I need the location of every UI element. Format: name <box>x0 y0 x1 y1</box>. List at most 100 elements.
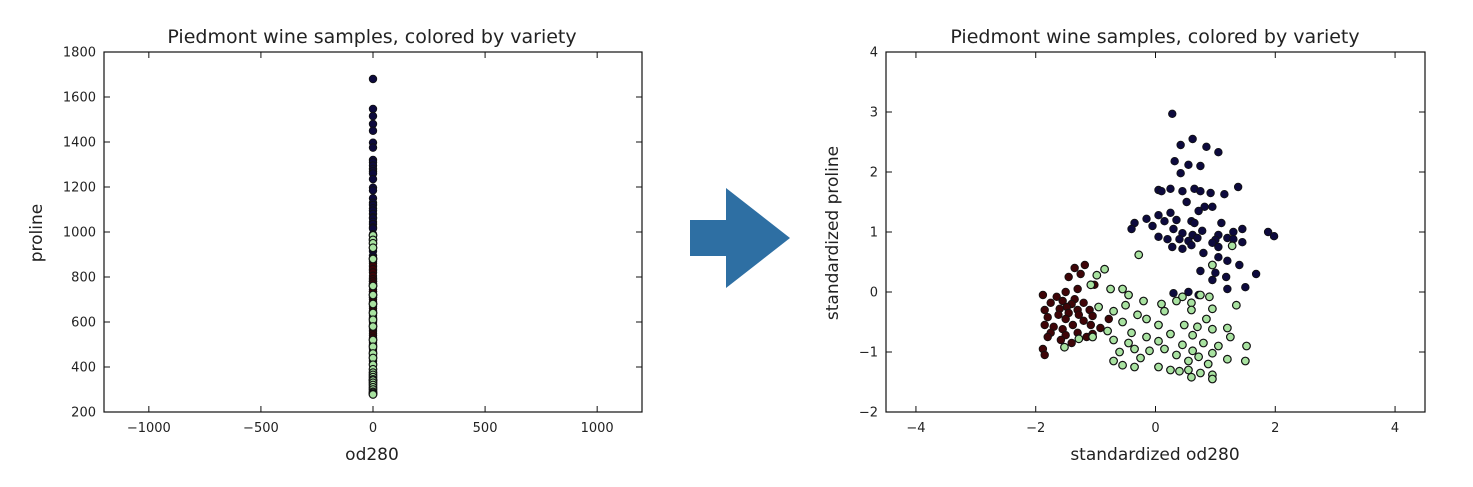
scatter-point-class-2 <box>1207 348 1217 358</box>
scatter-point-class-2 <box>1109 356 1118 366</box>
y-axis-label: standardized proline <box>823 146 843 320</box>
scatter-point-class-1 <box>1043 332 1052 342</box>
y-tick-label: 800 <box>71 271 96 286</box>
scatter-point-class-1 <box>1064 272 1073 282</box>
chart-title: Piedmont wine samples, colored by variet… <box>950 26 1359 48</box>
scatter-point-class-1 <box>1074 310 1084 319</box>
scatter-point-class-0 <box>1188 134 1197 144</box>
scatter-point-class-2 <box>1160 306 1169 316</box>
scatter-point-class-2 <box>1088 332 1098 342</box>
scatter-point-class-2 <box>368 254 378 264</box>
scatter-point-class-2 <box>1109 306 1118 316</box>
y-tick-label: 400 <box>71 361 96 376</box>
arrow-right-icon <box>690 188 790 288</box>
scatter-point-class-1 <box>1056 335 1066 345</box>
scatter-point-class-0 <box>1217 218 1226 228</box>
scatter-point-class-0 <box>1172 215 1181 225</box>
scatter-point-class-0 <box>1157 186 1166 196</box>
scatter-point-class-0 <box>368 104 378 114</box>
scatter-point-class-2 <box>1166 329 1175 339</box>
scatter-point-class-0 <box>1238 224 1247 234</box>
plot-area <box>885 51 1426 413</box>
scatter-point-class-2 <box>1240 356 1250 366</box>
scatter-point-class-2 <box>1187 298 1196 308</box>
scatter-point-class-2 <box>1139 296 1148 306</box>
scatter-point-class-0 <box>1170 156 1179 166</box>
scatter-point-class-0 <box>1198 226 1207 235</box>
scatter-point-class-0 <box>1193 233 1202 243</box>
scatter-point-class-2 <box>368 390 378 399</box>
x-ticks: −4 −2 0 2 4 <box>906 52 1399 436</box>
scatter-point-class-2 <box>1060 342 1069 352</box>
x-tick-label: 2 <box>1271 421 1279 436</box>
scatter-point-class-2 <box>1196 290 1205 300</box>
scatter-point-class-0 <box>1184 160 1193 169</box>
scatter-points <box>1038 109 1279 384</box>
scatter-point-class-2 <box>1187 372 1196 382</box>
scatter-point-class-2 <box>1207 324 1217 334</box>
y-tick-label: 1200 <box>63 181 96 196</box>
plot-area <box>103 51 643 413</box>
scatter-point-class-0 <box>1169 224 1178 234</box>
scatter-point-class-2 <box>1184 365 1193 375</box>
y-tick-label: 600 <box>71 316 96 331</box>
scatter-point-class-2 <box>1193 322 1202 332</box>
x-tick-label: 0 <box>369 421 377 436</box>
chart-raw: Piedmont wine samples, colored by variet… <box>27 26 643 465</box>
scatter-point-class-2 <box>1121 300 1130 310</box>
scatter-point-class-0 <box>1235 260 1244 270</box>
scatter-point-class-0 <box>1269 231 1279 241</box>
scatter-points <box>368 74 378 399</box>
scatter-point-class-0 <box>1223 284 1232 294</box>
scatter-point-class-1 <box>1058 296 1067 306</box>
scatter-point-class-2 <box>1136 353 1145 363</box>
scatter-point-class-2 <box>1145 346 1154 356</box>
x-tick-label: 0 <box>1151 421 1159 436</box>
scatter-point-class-2 <box>1124 290 1133 300</box>
scatter-point-class-2 <box>1231 300 1241 310</box>
scatter-point-class-2 <box>1172 296 1181 306</box>
transform-arrow <box>690 188 790 288</box>
scatter-point-class-2 <box>1154 362 1163 372</box>
y-tick-label: 4 <box>870 46 878 61</box>
scatter-point-class-2 <box>368 322 378 331</box>
scatter-point-class-1 <box>1067 338 1076 348</box>
scatter-point-class-2 <box>1074 334 1084 344</box>
x-ticks: −1000 −500 0 500 1000 <box>127 52 614 436</box>
scatter-point-class-2 <box>1130 362 1139 372</box>
scatter-point-class-0 <box>1190 218 1199 228</box>
scatter-point-class-2 <box>1207 374 1217 384</box>
scatter-point-class-0 <box>1214 242 1223 252</box>
scatter-point-class-0 <box>368 74 378 84</box>
y-ticks: 200 400 600 800 1000 1200 1400 1600 1800 <box>63 46 642 421</box>
scatter-point-class-2 <box>1086 280 1096 290</box>
y-tick-label: 200 <box>71 406 96 421</box>
y-tick-label: 1800 <box>63 46 96 61</box>
scatter-point-class-2 <box>1225 332 1235 342</box>
scatter-point-class-2 <box>1188 330 1198 340</box>
x-tick-label: 1000 <box>581 421 614 436</box>
y-tick-label: 0 <box>870 286 878 301</box>
scatter-point-class-0 <box>1163 234 1172 244</box>
scatter-point-class-1 <box>1086 320 1096 330</box>
scatter-point-class-1 <box>1073 284 1082 294</box>
scatter-point-class-1 <box>1104 314 1113 324</box>
scatter-point-class-2 <box>1178 292 1187 302</box>
scatter-point-class-2 <box>1106 284 1115 294</box>
scatter-point-class-0 <box>1166 184 1175 193</box>
scatter-point-class-1 <box>1038 290 1048 300</box>
scatter-point-class-0 <box>368 143 378 152</box>
scatter-point-class-0 <box>1211 268 1220 277</box>
scatter-point-class-0 <box>1214 147 1223 157</box>
scatter-point-class-0 <box>1208 275 1217 285</box>
scatter-point-class-0 <box>1263 227 1273 237</box>
scatter-point-class-2 <box>1207 304 1217 314</box>
scatter-point-class-2 <box>1196 368 1205 378</box>
scatter-point-class-2 <box>1202 314 1211 324</box>
y-tick-label: −1 <box>859 346 878 361</box>
scatter-point-class-0 <box>368 174 378 184</box>
scatter-point-class-2 <box>1172 350 1181 360</box>
y-tick-label: 3 <box>870 106 878 121</box>
scatter-point-class-0 <box>1229 227 1238 237</box>
scatter-point-class-0 <box>1251 269 1261 279</box>
